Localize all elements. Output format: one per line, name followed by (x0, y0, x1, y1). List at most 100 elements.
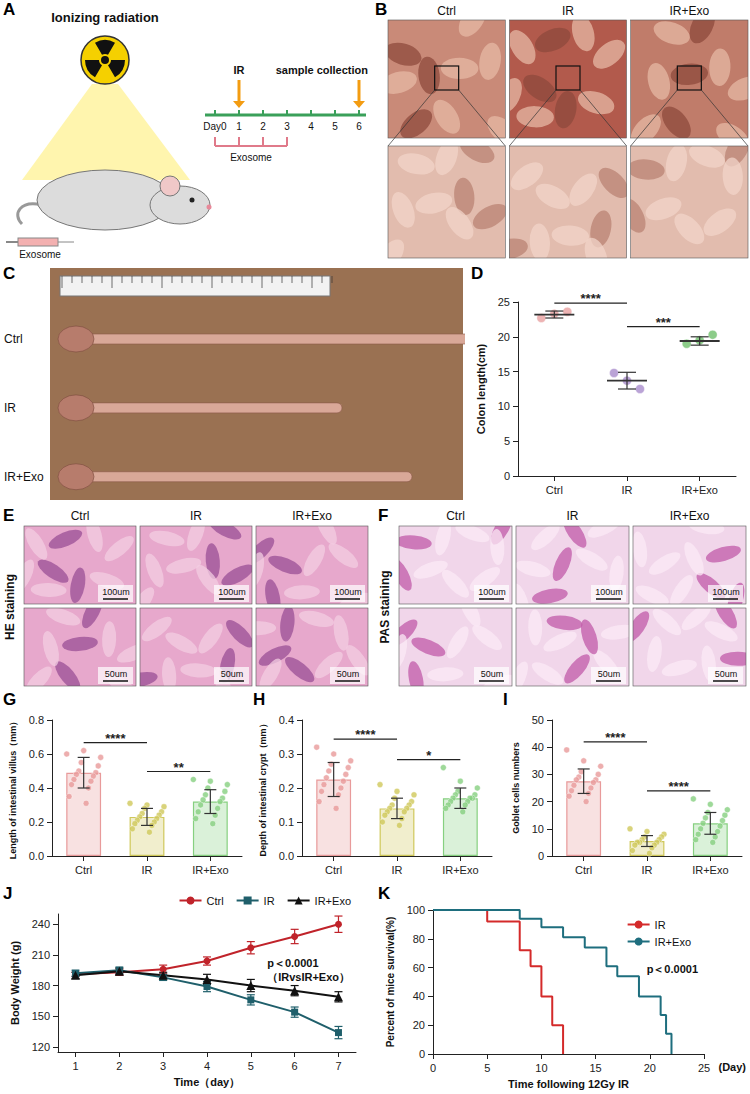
svg-text:IR+Exo: IR+Exo (655, 936, 691, 948)
svg-text:30: 30 (532, 768, 544, 780)
svg-text:IR: IR (562, 4, 574, 18)
svg-text:120: 120 (32, 1041, 50, 1053)
svg-text:50: 50 (532, 714, 544, 726)
svg-text:（IRvsIR+Exo）: （IRvsIR+Exo） (267, 971, 350, 984)
svg-text:Time following 12Gy IR: Time following 12Gy IR (508, 1078, 629, 1090)
svg-text:150: 150 (32, 1010, 50, 1022)
svg-text:0.6: 0.6 (29, 748, 44, 760)
svg-text:Ctrl: Ctrl (325, 864, 342, 876)
svg-text:50um: 50um (337, 669, 360, 679)
svg-text:50um: 50um (105, 669, 128, 679)
svg-text:0.0: 0.0 (29, 850, 44, 862)
svg-text:6: 6 (292, 1060, 298, 1072)
svg-text:IR: IR (4, 401, 16, 415)
svg-text:0.1: 0.1 (279, 816, 294, 828)
svg-text:3: 3 (284, 121, 290, 132)
svg-text:Exosome: Exosome (230, 152, 272, 163)
svg-text:IR+Exo: IR+Exo (669, 4, 709, 18)
svg-text:IR: IR (642, 864, 653, 876)
svg-text:Length of intestinal villus（mm: Length of intestinal villus（mm） (8, 717, 18, 860)
svg-text:4: 4 (308, 121, 314, 132)
svg-text:IR: IR (622, 484, 633, 496)
svg-text:IR: IR (190, 509, 202, 523)
svg-text:100um: 100um (595, 587, 623, 597)
svg-text:sample collection: sample collection (276, 64, 369, 76)
svg-text:15: 15 (589, 1062, 601, 1074)
svg-text:Colon length(cm): Colon length(cm) (475, 343, 487, 434)
svg-text:IR: IR (567, 509, 579, 523)
svg-text:1: 1 (72, 1060, 78, 1072)
svg-text:20: 20 (644, 1062, 656, 1074)
svg-text:IR+Exo: IR+Exo (4, 470, 44, 484)
svg-text:0: 0 (504, 470, 510, 482)
svg-text:Body Weight (g): Body Weight (g) (9, 941, 21, 1025)
svg-text:Ctrl: Ctrl (71, 509, 90, 523)
svg-text:IR: IR (655, 919, 666, 931)
svg-text:0.4: 0.4 (29, 782, 44, 794)
svg-text:2: 2 (260, 121, 266, 132)
svg-text:40: 40 (532, 741, 544, 753)
svg-text:20: 20 (498, 331, 510, 343)
svg-text:****: **** (669, 779, 690, 794)
svg-text:20: 20 (532, 796, 544, 808)
svg-text:10: 10 (498, 400, 510, 412)
svg-text:Ctrl: Ctrl (575, 864, 592, 876)
svg-text:IR: IR (234, 64, 245, 76)
svg-text:IR: IR (392, 864, 403, 876)
svg-text:0: 0 (430, 1062, 436, 1074)
svg-text:Ionizing radiation: Ionizing radiation (51, 10, 159, 25)
svg-text:100um: 100um (712, 587, 740, 597)
svg-text:100um: 100um (218, 587, 246, 597)
svg-text:Depth of intestinal crypt（mm）: Depth of intestinal crypt（mm） (258, 719, 268, 856)
svg-text:180: 180 (32, 980, 50, 992)
svg-text:210: 210 (32, 949, 50, 961)
svg-text:7: 7 (335, 1060, 341, 1072)
svg-text:0.0: 0.0 (279, 850, 294, 862)
svg-text:240: 240 (32, 918, 50, 930)
svg-text:Time（day）: Time（day） (174, 1076, 240, 1089)
svg-text:IR: IR (142, 864, 153, 876)
svg-text:Day0: Day0 (203, 121, 227, 132)
svg-text:25: 25 (698, 1062, 710, 1074)
svg-text:5: 5 (248, 1060, 254, 1072)
svg-text:p＜0.0001: p＜0.0001 (267, 957, 318, 969)
svg-text:5: 5 (504, 435, 510, 447)
svg-text:Exosome: Exosome (19, 249, 61, 260)
svg-text:HE staining: HE staining (3, 574, 17, 640)
svg-text:50um: 50um (221, 669, 244, 679)
svg-text:1: 1 (236, 121, 242, 132)
svg-text:40: 40 (413, 990, 425, 1002)
svg-text:0: 0 (538, 850, 544, 862)
svg-text:IR+Exo: IR+Exo (692, 864, 728, 876)
svg-text:**: ** (174, 760, 185, 775)
svg-text:(Day): (Day) (718, 1061, 746, 1073)
svg-text:5: 5 (332, 121, 338, 132)
svg-text:Ctrl: Ctrl (446, 509, 465, 523)
svg-text:PAS staining: PAS staining (378, 570, 392, 643)
svg-text:0.2: 0.2 (29, 816, 44, 828)
svg-text:Goblet cells numbers: Goblet cells numbers (511, 742, 521, 834)
svg-text:0.2: 0.2 (279, 782, 294, 794)
svg-text:10: 10 (532, 823, 544, 835)
svg-text:80: 80 (413, 933, 425, 945)
svg-text:100um: 100um (102, 587, 130, 597)
svg-text:4: 4 (204, 1060, 210, 1072)
svg-text:IR+Exo: IR+Exo (192, 864, 228, 876)
svg-text:****: **** (105, 731, 126, 746)
svg-text:****: **** (605, 730, 626, 745)
svg-text:100: 100 (407, 904, 425, 916)
svg-text:0: 0 (419, 1048, 425, 1060)
svg-text:15: 15 (498, 366, 510, 378)
svg-text:IR+Exo: IR+Exo (292, 509, 332, 523)
svg-text:IR+Exo: IR+Exo (681, 484, 717, 496)
svg-text:25: 25 (498, 296, 510, 308)
svg-text:Ctrl: Ctrl (75, 864, 92, 876)
svg-text:Ctrl: Ctrl (207, 895, 224, 907)
svg-text:IR: IR (264, 895, 275, 907)
svg-text:****: **** (581, 291, 602, 306)
svg-text:IR+Exo: IR+Exo (442, 864, 478, 876)
svg-text:p＜0.0001: p＜0.0001 (647, 963, 698, 975)
svg-text:100um: 100um (478, 587, 506, 597)
svg-text:0.8: 0.8 (29, 714, 44, 726)
svg-text:5: 5 (484, 1062, 490, 1074)
